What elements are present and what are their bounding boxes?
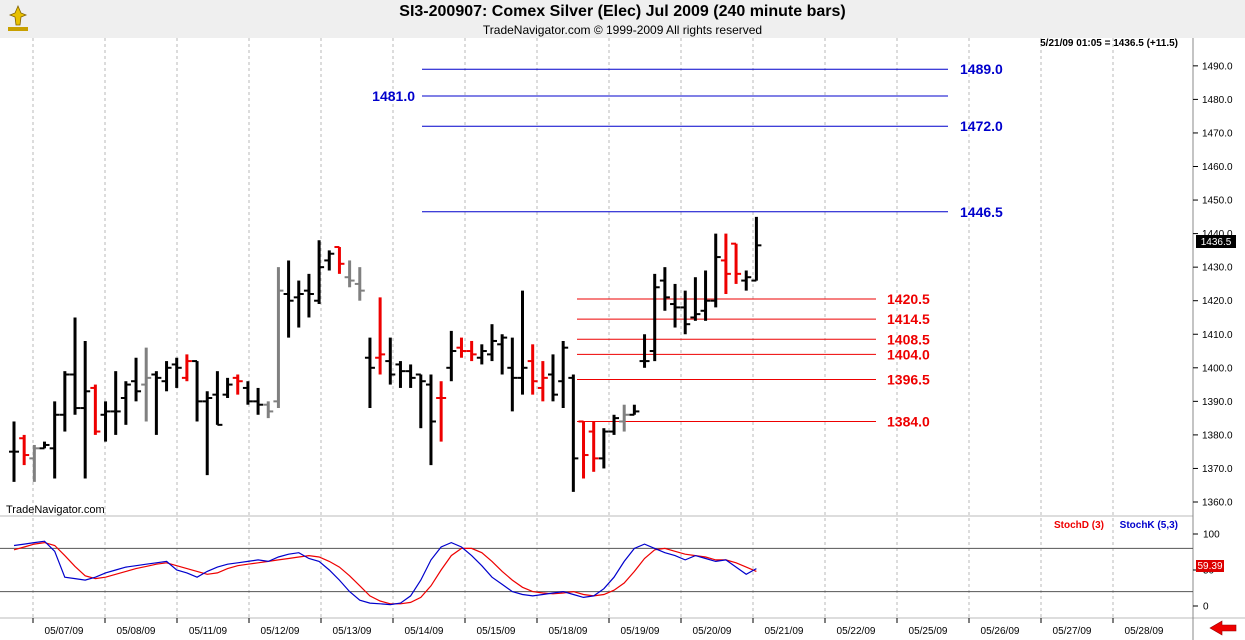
date-tick-label: 05/25/09: [909, 626, 948, 637]
stoch-value-box: [1196, 560, 1224, 572]
legend-stochd: StochD (3): [1054, 520, 1104, 531]
last-price-readout: 5/21/09 01:05 = 1436.5 (+11.5): [1040, 38, 1178, 49]
price-tick-label: 1470.0: [1202, 128, 1233, 139]
stoch-tick-label: 100: [1203, 530, 1220, 541]
date-tick-label: 05/19/09: [621, 626, 660, 637]
date-tick-label: 05/21/09: [765, 626, 804, 637]
stoch-value-label: 59.39: [1197, 561, 1222, 572]
date-tick-label: 05/14/09: [405, 626, 444, 637]
date-axis-ticks: 05/07/09 05/08/09 05/11/09 05/12/09 05/13/09…: [32, 618, 1164, 637]
legend-stochk: StochK (5,3): [1120, 520, 1178, 531]
price-tick-label: 1490.0: [1202, 61, 1233, 72]
chart-subtitle: TradeNavigator.com © 1999-2009 All right…: [482, 23, 763, 37]
price-tick-label: 1420.0: [1202, 296, 1233, 307]
date-tick-label: 05/28/09: [1125, 626, 1164, 637]
price-level-label: 1420.5: [887, 291, 930, 307]
price-level-label: 1446.5: [960, 204, 1003, 220]
date-tick-label: 05/20/09: [693, 626, 732, 637]
date-gridlines: [32, 38, 1114, 618]
price-level-label: 1472.0: [960, 118, 1003, 134]
price-tick-label: 1370.0: [1202, 464, 1233, 475]
chart-title: SI3-200907: Comex Silver (Elec) Jul 2009…: [399, 3, 846, 20]
stoch-series-line: [13, 541, 757, 605]
price-tick-label: 1410.0: [1202, 330, 1233, 341]
price-levels: 1489.0 1481.0 1472.0 1446.5 1420.5 1414.5 1408…: [372, 61, 1003, 429]
stochastic-panel: 100500: [0, 530, 1220, 613]
price-tick-label: 1460.0: [1202, 162, 1233, 173]
price-tick-label: 1430.0: [1202, 263, 1233, 274]
date-tick-label: 05/13/09: [333, 626, 372, 637]
trade-navigator-logo: [8, 4, 28, 31]
price-tick-label: 1480.0: [1202, 95, 1233, 106]
watermark: TradeNavigator.com: [6, 504, 105, 516]
current-price-box: [1196, 235, 1236, 248]
date-tick-label: 05/11/09: [189, 626, 228, 637]
date-tick-label: 05/26/09: [981, 626, 1020, 637]
price-tick-label: 1450.0: [1202, 196, 1233, 207]
stoch-series-line: [13, 540, 757, 606]
price-level-label: 1414.5: [887, 311, 930, 327]
date-tick-label: 05/22/09: [837, 626, 876, 637]
price-tick-label: 1390.0: [1202, 397, 1233, 408]
date-tick-label: 05/18/09: [549, 626, 588, 637]
price-level-label: 1489.0: [960, 61, 1003, 77]
date-tick-label: 05/12/09: [261, 626, 300, 637]
price-tick-label: 1360.0: [1202, 498, 1233, 509]
date-tick-label: 05/15/09: [477, 626, 516, 637]
price-level-label: 1408.5: [887, 331, 930, 347]
scroll-arrow-icon[interactable]: [1208, 620, 1238, 636]
stoch-tick-label: 0: [1203, 602, 1209, 613]
date-tick-label: 05/27/09: [1053, 626, 1092, 637]
price-level-label: 1396.5: [887, 372, 930, 388]
price-tick-label: 1440.0: [1202, 229, 1233, 240]
price-tick-label: 1400.0: [1202, 363, 1233, 374]
date-tick-label: 05/08/09: [117, 626, 156, 637]
price-tick-label: 1380.0: [1202, 430, 1233, 441]
price-level-label: 1384.0: [887, 413, 930, 429]
current-price-label: 1436.5: [1201, 237, 1232, 248]
price-level-label: 1404.0: [887, 346, 930, 362]
ohlc-bars: [9, 216, 762, 492]
price-level-label: 1481.0: [372, 88, 415, 104]
date-tick-label: 05/07/09: [45, 626, 84, 637]
price-axis-ticks: 1360.0 1370.0 1380.0 1390.0 1400.0 1410.0 1420…: [1193, 61, 1233, 509]
chart-header: SI3-200907: Comex Silver (Elec) Jul 2009…: [0, 0, 1245, 38]
